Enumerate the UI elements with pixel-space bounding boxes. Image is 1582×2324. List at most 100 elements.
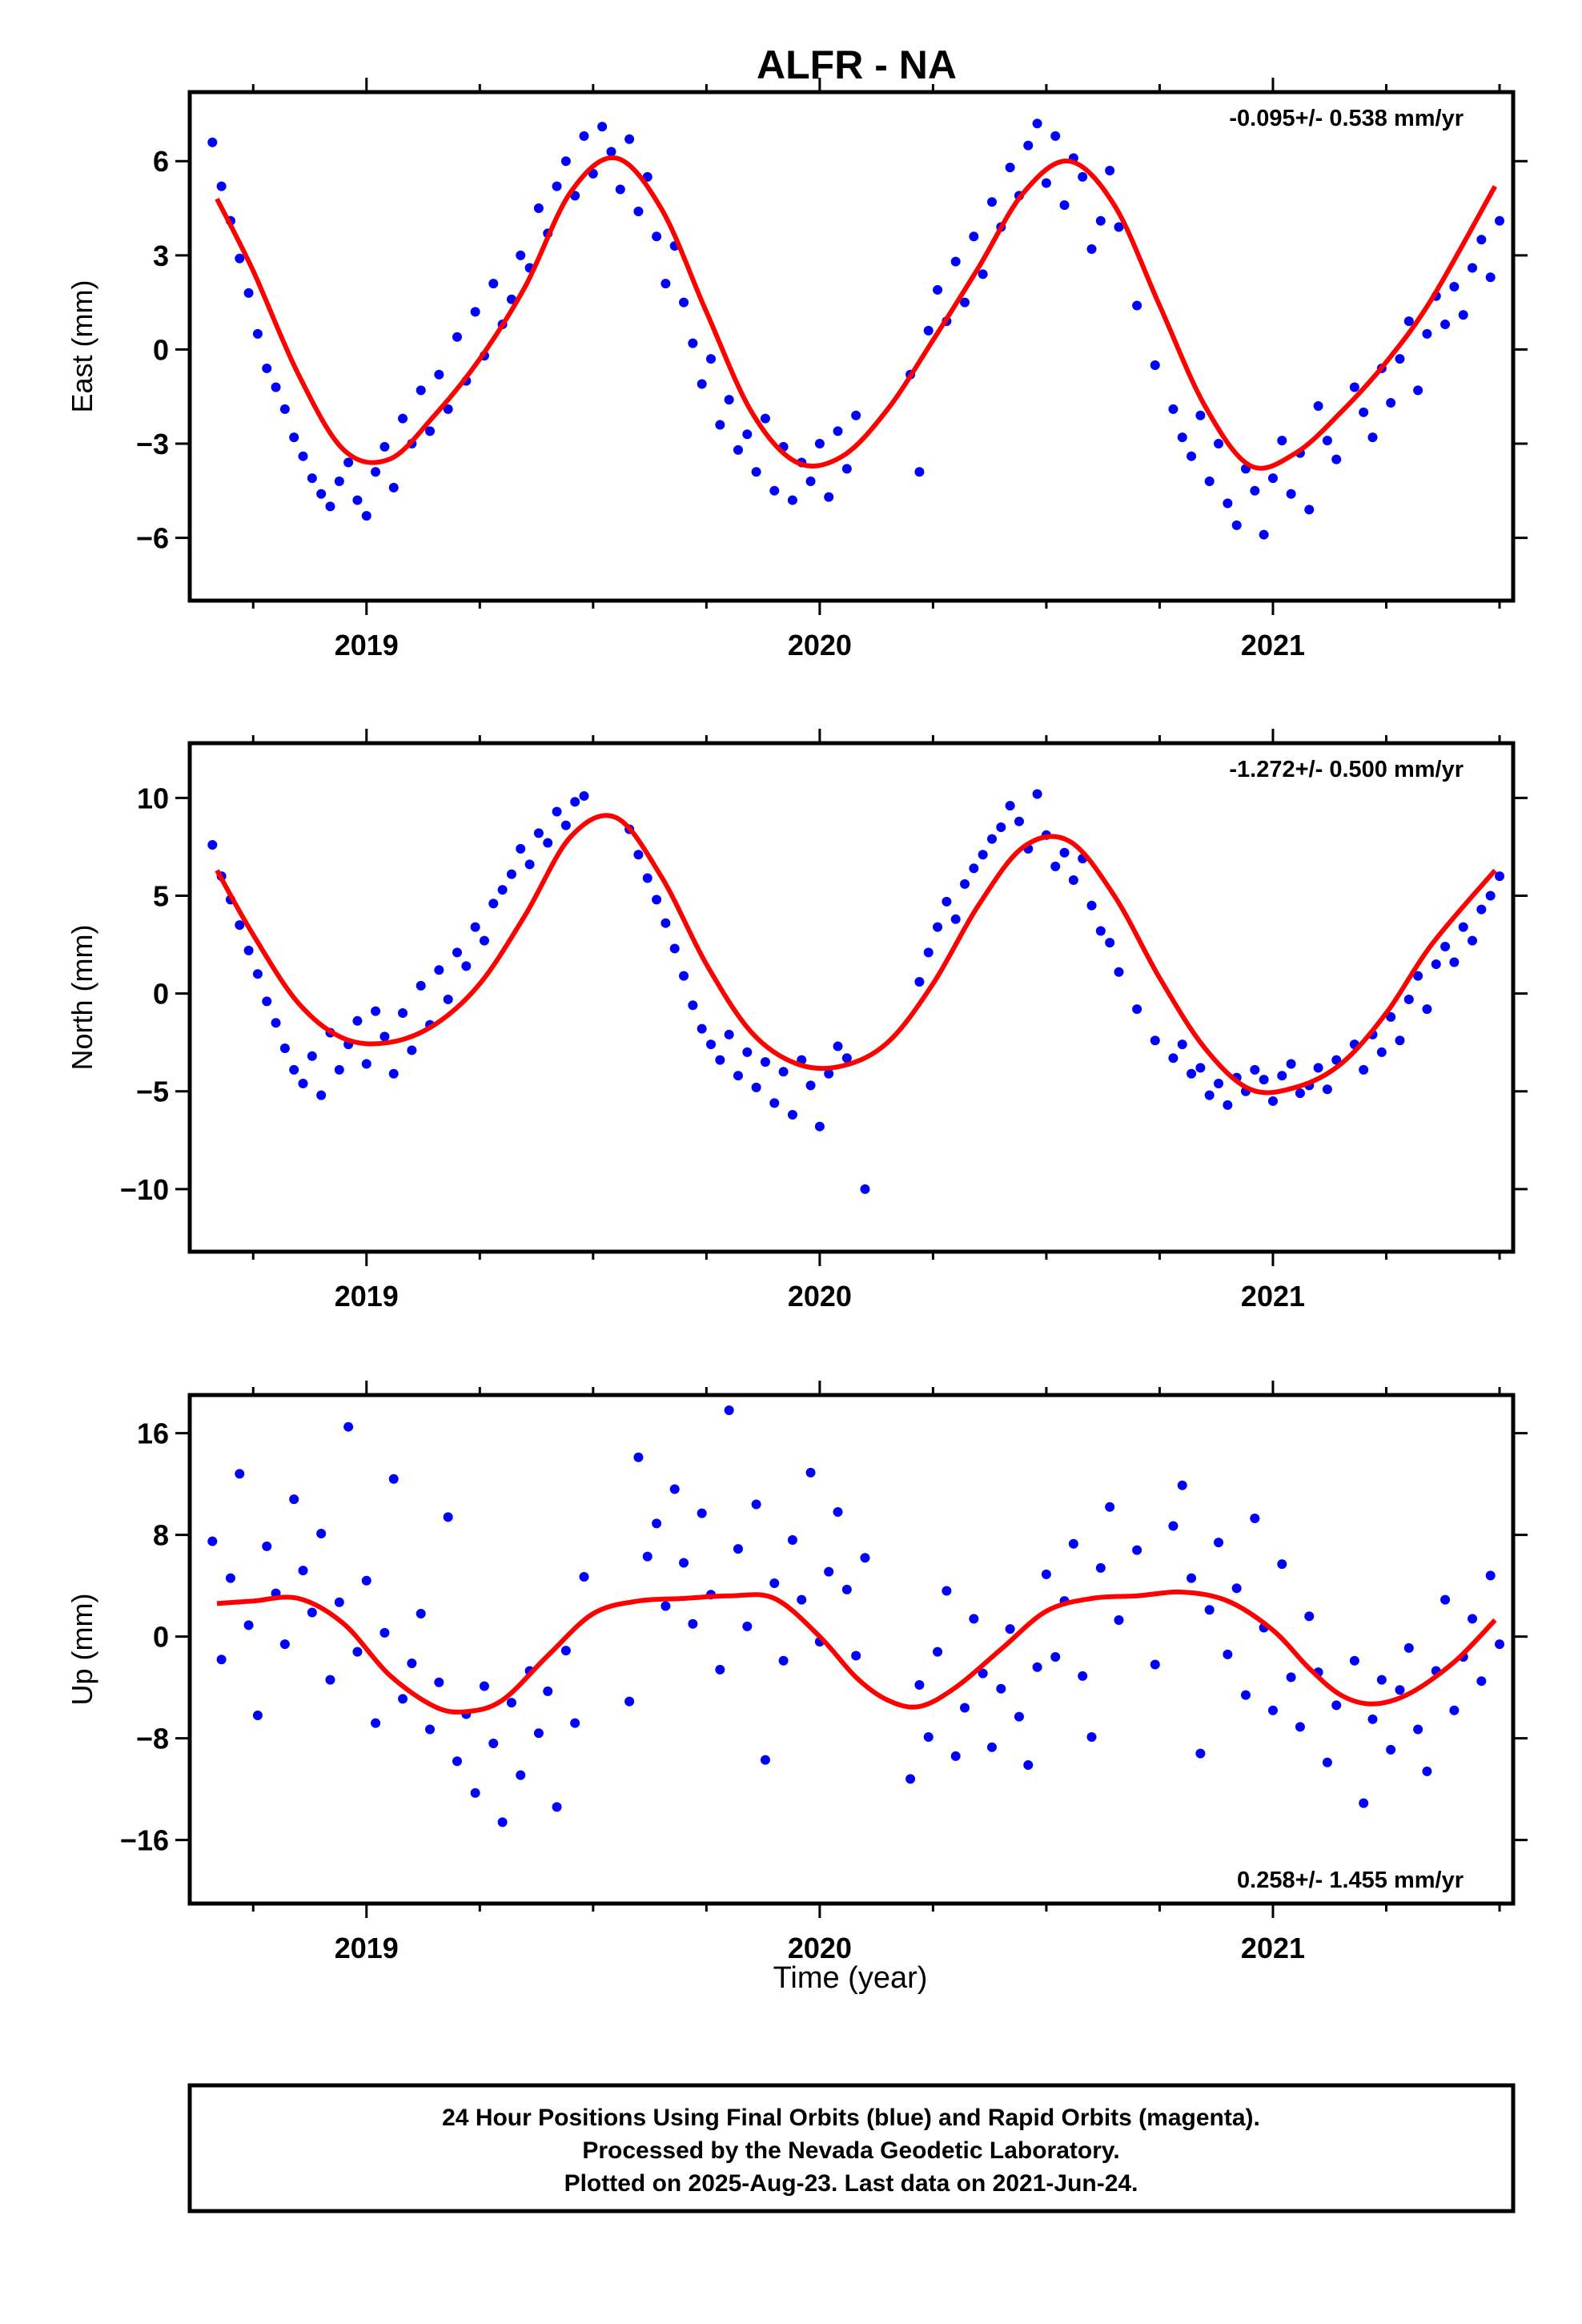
east-data-point (841, 464, 852, 474)
up-data-point (1014, 1711, 1024, 1722)
up-data-point (1485, 1570, 1496, 1581)
north-x-tick-label: 2020 (788, 1280, 852, 1313)
up-data-point (1304, 1611, 1315, 1622)
east-x-tick-label: 2020 (788, 629, 852, 661)
east-data-point (1223, 498, 1233, 509)
north-data-point (669, 943, 680, 954)
up-data-point (1078, 1671, 1088, 1681)
up-data-point (1005, 1624, 1015, 1634)
up-data-point (923, 1732, 934, 1743)
north-data-point (1495, 871, 1505, 882)
east-data-point (1150, 360, 1160, 371)
east-data-point (1250, 485, 1260, 496)
east-data-point (1485, 272, 1496, 283)
north-data-point (497, 885, 508, 895)
east-data-point (1422, 328, 1432, 339)
up-data-point (1395, 1685, 1405, 1695)
north-data-point (978, 850, 988, 860)
east-data-point (416, 385, 426, 396)
north-data-point (706, 1039, 717, 1050)
north-data-point (1476, 904, 1487, 915)
north-data-point (633, 850, 644, 860)
up-data-point (715, 1664, 725, 1675)
north-data-point (1186, 1068, 1197, 1079)
north-data-point (1132, 1004, 1142, 1015)
up-data-point (398, 1694, 408, 1704)
east-data-point (615, 184, 625, 195)
north-data-point (1059, 847, 1070, 858)
up-data-point (207, 1536, 218, 1546)
east-data-point (787, 495, 797, 505)
north-data-point (697, 1023, 707, 1034)
up-data-point (452, 1756, 462, 1767)
north-data-point (506, 869, 516, 879)
east-data-point (742, 429, 753, 440)
up-data-point (434, 1677, 444, 1687)
east-data-point (316, 489, 327, 499)
up-data-point (1386, 1744, 1396, 1755)
east-data-point (1259, 529, 1269, 540)
up-data-point (1331, 1700, 1342, 1711)
east-data-point (235, 253, 245, 263)
north-data-point (1440, 942, 1451, 951)
north-data-point (942, 896, 952, 907)
north-data-point (479, 935, 489, 946)
north-data-point (289, 1064, 299, 1075)
up-data-point (1241, 1690, 1251, 1700)
up-data-point (824, 1566, 834, 1577)
east-data-point (379, 441, 390, 452)
up-data-point (416, 1609, 426, 1619)
east-y-tick-label: −6 (136, 522, 169, 555)
east-data-point (1214, 439, 1224, 449)
north-data-point (1114, 967, 1124, 977)
east-data-point (334, 476, 344, 487)
east-rate-label: -0.095+/- 0.538 mm/yr (1229, 106, 1464, 131)
north-data-point (923, 947, 934, 958)
up-data-point (1295, 1722, 1305, 1732)
east-data-point (1304, 505, 1315, 515)
up-data-point (1204, 1605, 1215, 1615)
north-data-point (805, 1080, 816, 1091)
north-data-point (642, 873, 652, 883)
up-data-point (1286, 1672, 1296, 1683)
up-data-point (960, 1703, 970, 1713)
north-data-point (824, 1068, 834, 1079)
east-data-point (715, 420, 725, 430)
east-data-point (706, 354, 717, 364)
north-data-point (778, 1067, 789, 1077)
east-data-point (1277, 436, 1287, 446)
north-data-point (243, 945, 254, 955)
north-data-point (1204, 1090, 1215, 1100)
up-data-point (1440, 1594, 1451, 1605)
north-data-point (379, 1031, 390, 1042)
east-data-point (352, 495, 363, 505)
east-data-point (652, 231, 662, 242)
up-points (207, 1405, 1505, 1827)
east-data-point (243, 287, 254, 298)
east-data-point (1132, 300, 1142, 311)
up-data-point (778, 1655, 789, 1666)
north-x-tick-label: 2021 (1241, 1280, 1305, 1313)
north-data-point (352, 1015, 363, 1026)
up-data-point (1223, 1649, 1233, 1659)
east-data-point (724, 395, 734, 405)
up-data-point (1367, 1714, 1378, 1724)
up-data-point (425, 1724, 436, 1735)
north-data-point (661, 918, 671, 928)
north-data-point (1195, 1063, 1206, 1073)
east-data-point (361, 511, 371, 521)
east-fit-curve (215, 155, 1498, 471)
up-data-point (1322, 1757, 1332, 1767)
north-data-point (1068, 875, 1078, 885)
east-data-point (1023, 140, 1034, 151)
east-data-point (633, 206, 644, 216)
up-data-point (488, 1738, 499, 1748)
east-y-tick-label: −3 (136, 428, 169, 460)
footer-box: 24 Hour Positions Using Final Orbits (bl… (187, 2083, 1516, 2213)
north-data-point (207, 840, 218, 850)
east-data-point (252, 328, 263, 339)
up-data-point (1023, 1759, 1034, 1770)
up-data-point (407, 1658, 417, 1668)
east-data-point (1105, 165, 1115, 175)
east-data-point (307, 473, 317, 484)
